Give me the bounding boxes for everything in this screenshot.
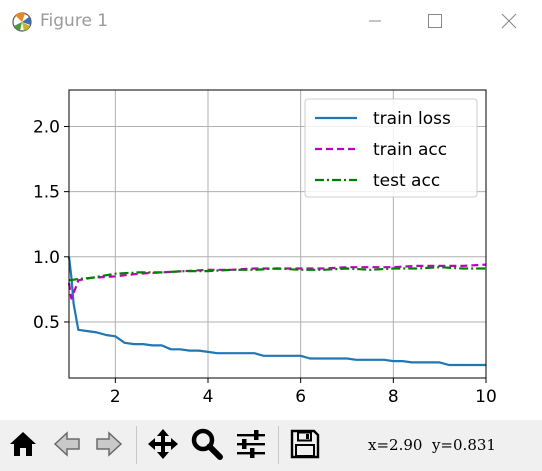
window-title-bar: Figure 1: [0, 0, 542, 44]
legend-label: test acc: [373, 171, 440, 191]
series-line-train-loss: [67, 256, 486, 367]
cursor-coordinates: x=2.90 y=0.831: [368, 436, 496, 454]
maximize-icon: [428, 14, 442, 28]
legend-label: train acc: [373, 140, 447, 160]
legend-box: [304, 98, 478, 198]
forward-button[interactable]: [90, 424, 128, 464]
x-tick-label: 6: [295, 387, 306, 407]
y-tick-label: 2.0: [33, 117, 60, 137]
magnifier-icon: [191, 428, 223, 460]
arrow-left-icon: [53, 431, 80, 457]
figure-canvas[interactable]: 2 4 6 8 10 0.5 1.0 1.5 2.0 train loss train acc te…: [0, 44, 542, 420]
x-tick-label: 10: [475, 387, 497, 407]
close-button[interactable]: [486, 4, 532, 38]
arrow-right-icon: [96, 431, 123, 457]
move-icon: [148, 429, 178, 459]
maximize-button[interactable]: [412, 4, 458, 38]
sliders-icon: [237, 430, 265, 458]
y-tick-label: 1.0: [33, 248, 60, 268]
zoom-button[interactable]: [188, 424, 226, 464]
x-tick-label: 2: [110, 387, 121, 407]
configure-subplots-button[interactable]: [232, 424, 270, 464]
x-tick-label: 8: [388, 387, 399, 407]
window-title: Figure 1: [40, 11, 109, 31]
series-lines: [67, 256, 487, 367]
plot-frame: [68, 89, 487, 379]
y-tick-label: 1.5: [33, 183, 60, 203]
series-line-train-acc: [67, 263, 487, 300]
pan-button[interactable]: [144, 424, 182, 464]
close-icon: [501, 13, 517, 29]
back-button[interactable]: [48, 424, 86, 464]
toolbar-separator: [136, 426, 137, 464]
home-icon: [10, 432, 36, 456]
home-button[interactable]: [4, 424, 42, 464]
matplotlib-logo-icon: [12, 12, 32, 32]
minimize-button[interactable]: [352, 4, 398, 38]
legend: train loss train acc test acc: [304, 98, 478, 198]
x-tick-label: 4: [203, 387, 214, 407]
tick-labels: 2 4 6 8 10 0.5 1.0 1.5 2.0: [33, 117, 497, 407]
legend-label: train loss: [373, 109, 451, 129]
y-tick-label: 0.5: [33, 313, 60, 333]
navigation-toolbar: x=2.90 y=0.831: [0, 420, 542, 471]
minimize-icon: [369, 20, 381, 22]
series-line-test-acc: [68, 266, 486, 282]
floppy-disk-icon: [290, 429, 320, 459]
line-chart[interactable]: 2 4 6 8 10 0.5 1.0 1.5 2.0 train loss train acc te…: [0, 44, 542, 420]
axes-frame: [64, 89, 487, 383]
save-button[interactable]: [286, 424, 324, 464]
toolbar-separator: [278, 426, 279, 464]
